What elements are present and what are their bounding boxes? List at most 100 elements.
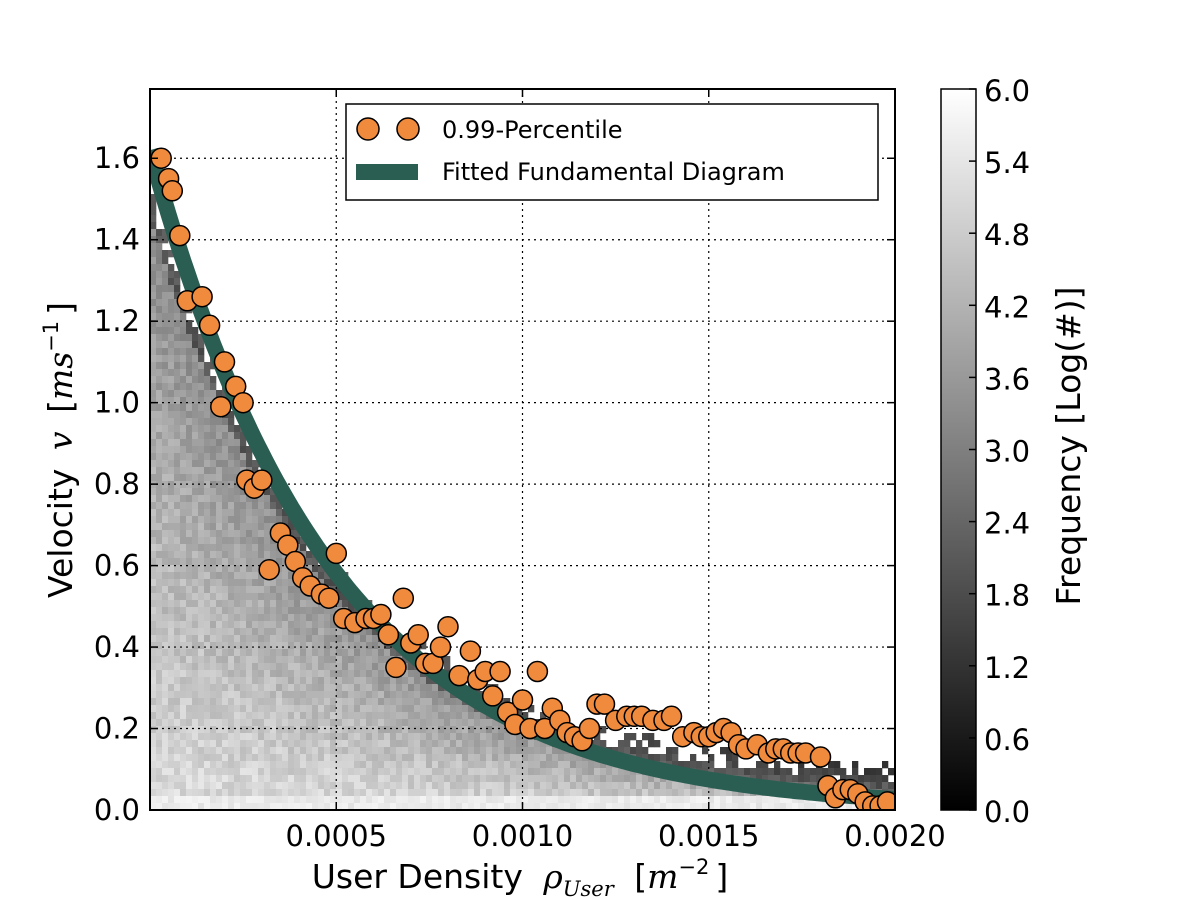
heatmap-cell <box>192 761 199 769</box>
heatmap-cell <box>306 614 313 622</box>
heatmap-cell <box>672 754 679 762</box>
heatmap-cell <box>372 635 379 643</box>
heatmap-cell <box>246 691 253 699</box>
heatmap-cell <box>192 439 199 447</box>
heatmap-cell <box>186 719 193 727</box>
heatmap-cell <box>402 712 409 720</box>
heatmap-cell <box>270 698 277 706</box>
heatmap-cell <box>480 747 487 755</box>
heatmap-cell <box>174 586 181 594</box>
heatmap-cell <box>384 789 391 797</box>
heatmap-cell <box>558 789 565 797</box>
heatmap-cell <box>444 796 451 804</box>
heatmap-cell <box>150 502 157 510</box>
heatmap-cell <box>210 782 217 790</box>
heatmap-cell <box>150 404 157 412</box>
heatmap-cell <box>336 684 343 692</box>
heatmap-cell <box>276 628 283 636</box>
heatmap-cell <box>684 803 691 810</box>
heatmap-cell <box>528 754 535 762</box>
y-tick-label: 0.0 <box>94 793 140 827</box>
heatmap-cell <box>180 446 187 454</box>
heatmap-cell <box>348 740 355 748</box>
heatmap-cell <box>414 698 421 706</box>
heatmap-cell <box>414 719 421 727</box>
heatmap-cell <box>852 775 859 783</box>
heatmap-cell <box>198 439 205 447</box>
heatmap-cell <box>210 733 217 741</box>
heatmap-cell <box>210 446 217 454</box>
heatmap-cell <box>432 691 439 699</box>
heatmap-cell <box>294 789 301 797</box>
heatmap-cell <box>228 705 235 713</box>
heatmap-cell <box>156 229 163 237</box>
heatmap-cell <box>342 691 349 699</box>
heatmap-cell <box>396 733 403 741</box>
heatmap-cell <box>312 712 319 720</box>
heatmap-cell <box>372 719 379 727</box>
heatmap-cell <box>624 796 631 804</box>
heatmap-cell <box>204 768 211 776</box>
heatmap-cell <box>156 411 163 419</box>
heatmap-cell <box>198 481 205 489</box>
heatmap-cell <box>468 740 475 748</box>
heatmap-cell <box>276 670 283 678</box>
heatmap-cell <box>276 775 283 783</box>
heatmap-cell <box>192 782 199 790</box>
heatmap-cell <box>282 740 289 748</box>
heatmap-cell <box>168 383 175 391</box>
heatmap-cell <box>156 334 163 342</box>
heatmap-cell <box>168 670 175 678</box>
heatmap-cell <box>348 607 355 615</box>
heatmap-cell <box>576 754 583 762</box>
heatmap-cell <box>306 754 313 762</box>
heatmap-cell <box>684 782 691 790</box>
heatmap-cell <box>180 656 187 664</box>
heatmap-cell <box>156 593 163 601</box>
heatmap-cell <box>168 635 175 643</box>
heatmap-cell <box>180 579 187 587</box>
heatmap-cell <box>192 593 199 601</box>
heatmap-cell <box>396 705 403 713</box>
heatmap-cell <box>240 747 247 755</box>
heatmap-cell <box>432 782 439 790</box>
heatmap-cell <box>210 621 217 629</box>
heatmap-cell <box>642 782 649 790</box>
heatmap-cell <box>540 754 547 762</box>
heatmap-cell <box>228 579 235 587</box>
heatmap-cell <box>186 488 193 496</box>
heatmap-cell <box>708 768 715 776</box>
heatmap-cell <box>312 740 319 748</box>
heatmap-cell <box>372 789 379 797</box>
heatmap-cell <box>192 411 199 419</box>
heatmap-cell <box>372 803 379 810</box>
heatmap-cell <box>180 530 187 538</box>
heatmap-cell <box>570 803 577 810</box>
heatmap-cell <box>576 761 583 769</box>
heatmap-cell <box>414 726 421 734</box>
heatmap-cell <box>168 446 175 454</box>
heatmap-cell <box>366 803 373 810</box>
heatmap-cell <box>414 761 421 769</box>
heatmap-cell <box>444 789 451 797</box>
heatmap-cell <box>384 649 391 657</box>
heatmap-cell <box>372 740 379 748</box>
heatmap-cell <box>210 530 217 538</box>
heatmap-cell <box>228 614 235 622</box>
heatmap-cell <box>744 796 751 804</box>
heatmap-cell <box>282 579 289 587</box>
heatmap-cell <box>288 754 295 762</box>
heatmap-cell <box>156 236 163 244</box>
colorbar-tick-label: 3.0 <box>984 435 1030 469</box>
heatmap-cell <box>342 656 349 664</box>
heatmap-cell <box>192 369 199 377</box>
heatmap-cell <box>384 642 391 650</box>
heatmap-cell <box>228 761 235 769</box>
heatmap-cell <box>774 768 781 776</box>
heatmap-cell <box>156 544 163 552</box>
heatmap-cell <box>534 775 541 783</box>
heatmap-cell <box>180 453 187 461</box>
heatmap-cell <box>192 775 199 783</box>
heatmap-cell <box>222 747 229 755</box>
heatmap-cell <box>204 607 211 615</box>
